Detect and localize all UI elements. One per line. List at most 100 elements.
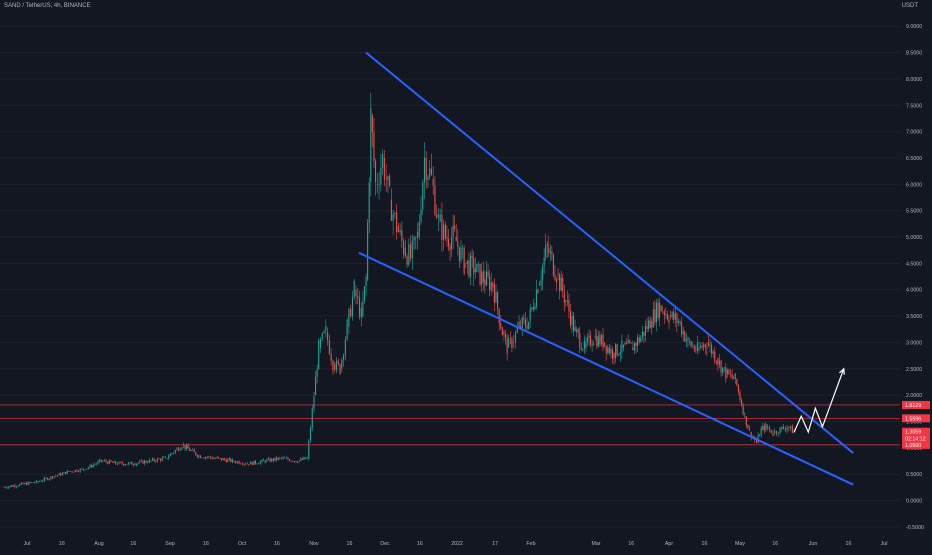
candle-body — [334, 363, 336, 370]
candle-body — [115, 461, 117, 464]
candle-body — [152, 458, 154, 461]
candle-body — [523, 317, 525, 320]
x-tick-label: Jul — [24, 541, 31, 547]
candle-body — [11, 485, 13, 487]
candle-body — [737, 385, 739, 392]
candle-body — [359, 297, 361, 318]
y-tick-label: 8.5000 — [906, 51, 922, 57]
candle-body — [221, 457, 223, 461]
candle-body — [715, 361, 717, 364]
candle-body — [692, 345, 694, 347]
y-tick-label: 0.0000 — [906, 499, 922, 505]
candle-body — [406, 256, 408, 265]
projection — [793, 367, 845, 434]
candle-body — [590, 335, 592, 346]
candle-body — [728, 369, 730, 375]
x-tick-label: Aug — [94, 541, 103, 547]
x-tick-label: 2022 — [451, 541, 463, 547]
candle-body — [387, 176, 389, 181]
candle-body — [621, 340, 623, 352]
candle-body — [543, 257, 545, 266]
candle-body — [538, 284, 541, 286]
y-axis: 9.0000 8.5000 8.0000 7.5000 7.0000 6.5000 6.00… — [906, 24, 924, 531]
candle-body — [497, 292, 499, 309]
candle-body — [224, 458, 226, 460]
candle-body — [474, 268, 476, 273]
candle-body — [596, 336, 598, 347]
candle-body — [155, 460, 157, 462]
candle-body — [443, 224, 445, 240]
x-tick-label: 16 — [628, 541, 634, 547]
candle-body — [292, 460, 294, 462]
price-label: 1.8129 — [905, 403, 921, 409]
candle-body — [566, 300, 568, 301]
candle-body — [55, 475, 57, 477]
candle-body — [236, 461, 238, 463]
candle-body — [500, 323, 502, 329]
candle-body — [360, 308, 362, 318]
candle-body — [498, 308, 500, 324]
candle-body — [187, 445, 189, 449]
candle-body — [332, 360, 334, 371]
candle-body — [245, 463, 247, 465]
candle-body — [68, 470, 70, 472]
candle-body — [385, 179, 387, 181]
candle-body — [586, 337, 589, 343]
candle-body — [481, 271, 483, 285]
candle-body — [460, 247, 462, 261]
x-tick-label: Nov — [309, 541, 319, 547]
candle-body — [287, 457, 289, 460]
candle-body — [599, 335, 601, 345]
currency-label: USDT — [901, 3, 918, 9]
candle-body — [35, 480, 37, 483]
price-label-box — [902, 440, 930, 449]
candle-body — [351, 297, 354, 317]
candle-body — [774, 431, 776, 434]
candle-body — [86, 468, 88, 470]
candle-body — [158, 458, 160, 460]
candle-body — [309, 427, 312, 441]
candle-body — [560, 277, 562, 291]
candle-body — [298, 460, 300, 462]
candle-body — [532, 307, 534, 310]
candle-body — [368, 182, 370, 223]
candle-body — [565, 300, 567, 303]
candle-body — [490, 282, 492, 291]
candle-body — [325, 326, 327, 331]
candle-body — [413, 237, 415, 241]
candle-body — [465, 263, 467, 264]
candle-body — [594, 336, 596, 338]
candle-body — [63, 472, 65, 474]
candle-body — [648, 320, 650, 330]
candle-body — [251, 461, 253, 465]
candle-body — [619, 351, 621, 355]
candle-body — [201, 457, 203, 459]
trendline — [358, 251, 854, 486]
candle-body — [81, 468, 83, 470]
candle-body — [5, 487, 7, 488]
candle-body — [91, 465, 93, 468]
candle-body — [27, 482, 29, 485]
candle-body — [274, 457, 276, 461]
candle-body — [127, 462, 130, 465]
candle-body — [563, 291, 565, 303]
candle-body — [777, 433, 779, 435]
candle-body — [219, 457, 221, 459]
candle-body — [755, 439, 758, 443]
candle-body — [521, 317, 523, 328]
candle-body — [215, 458, 217, 459]
candle-body — [235, 461, 237, 463]
candle-body — [339, 363, 341, 374]
y-tick-label: 9.0000 — [906, 24, 922, 30]
candle-body — [651, 321, 653, 328]
price-label-box — [902, 400, 930, 409]
candle-body — [711, 344, 713, 354]
candle-body — [765, 423, 767, 431]
candle-body — [29, 482, 31, 483]
candle-body — [549, 251, 551, 253]
candle-body — [485, 271, 487, 286]
candle-body — [280, 457, 283, 459]
candle-body — [181, 447, 183, 450]
